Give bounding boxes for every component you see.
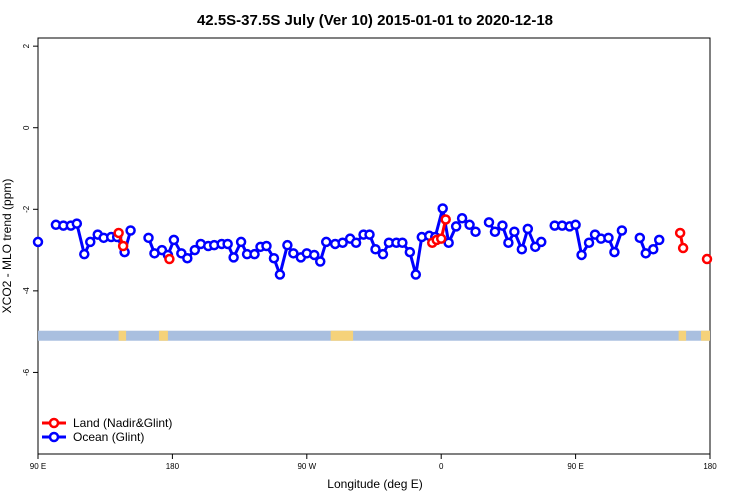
ocean-point <box>653 234 665 246</box>
y-tick-label: 0 <box>22 125 31 130</box>
x-tick-label: 90 W <box>297 462 316 471</box>
x-axis-label: Longitude (deg E) <box>327 477 422 491</box>
land-patch-4 <box>701 330 710 341</box>
ocean-point <box>634 232 646 244</box>
ocean-point <box>437 203 448 214</box>
land-mask-band <box>38 330 710 341</box>
y-tick-label: -6 <box>22 368 31 376</box>
land-point <box>113 227 124 239</box>
legend: Land (Nadir&Glint)Ocean (Glint) <box>42 416 172 444</box>
ocean-point <box>576 249 587 261</box>
ocean-point <box>143 232 154 244</box>
ocean-point <box>337 237 348 248</box>
ocean-point <box>609 246 620 258</box>
ocean-point <box>249 248 260 260</box>
ocean-point <box>32 236 44 248</box>
x-tick-label: 180 <box>703 462 717 471</box>
ocean-point <box>497 220 508 231</box>
ocean-point <box>320 236 332 248</box>
ocean-point <box>404 246 416 258</box>
ocean-point <box>443 237 454 248</box>
legend-marker-ocean <box>48 431 60 443</box>
ocean-band <box>38 330 710 341</box>
ocean-point <box>71 218 83 229</box>
ocean-point <box>464 219 475 231</box>
ocean-point <box>235 236 247 248</box>
land-patch-1 <box>158 330 168 341</box>
ocean-point <box>570 219 581 231</box>
ocean-point <box>516 244 528 255</box>
land-point <box>117 240 129 252</box>
ocean-point <box>79 248 90 260</box>
ocean-point <box>288 248 299 259</box>
ocean-point <box>168 234 180 246</box>
ocean-point <box>268 252 280 264</box>
ocean-point <box>397 237 408 248</box>
ocean-point <box>410 269 422 280</box>
ocean-point <box>85 236 96 248</box>
x-axis: 90 E 180 90 W 0 90 E 180 <box>30 454 717 471</box>
ocean-point <box>274 269 286 280</box>
land-point <box>440 214 451 225</box>
ocean-point <box>648 244 659 255</box>
ocean-point <box>261 240 272 252</box>
ocean-point <box>536 236 547 248</box>
x-tick-label: 90 E <box>567 462 583 471</box>
y-axis: 2 0 -2 -4 -6 <box>22 43 38 376</box>
ocean-point <box>503 237 514 248</box>
ocean-point <box>456 213 468 224</box>
ocean-point <box>489 226 501 237</box>
x-tick-label: 0 <box>439 462 444 471</box>
land-point <box>677 242 689 254</box>
ocean-point <box>640 248 652 259</box>
ocean-point <box>125 225 136 236</box>
ocean-point <box>470 226 481 237</box>
ocean-point <box>350 237 362 248</box>
land-patch-2 <box>330 330 354 341</box>
ocean-point <box>522 223 534 235</box>
ocean-point <box>182 252 193 264</box>
land-point <box>164 253 175 265</box>
x-tick-label: 180 <box>166 462 180 471</box>
ocean-point <box>509 226 520 237</box>
ocean-point <box>282 239 293 251</box>
ocean-point <box>309 249 320 261</box>
y-axis-label: XCO2 - MLO trend (ppm) <box>0 179 14 314</box>
y-tick-label: -2 <box>22 205 31 213</box>
ocean-point <box>370 244 381 255</box>
ocean-point <box>583 237 595 248</box>
ocean-point <box>450 221 462 232</box>
ocean-point <box>377 248 389 260</box>
ocean-point <box>314 256 326 267</box>
ocean-point <box>483 217 495 228</box>
x-tick-label: 90 E <box>30 462 46 471</box>
legend-label-ocean: Ocean (Glint) <box>73 430 144 444</box>
ocean-point <box>616 225 628 236</box>
land-point <box>435 233 447 244</box>
series-layer <box>32 203 713 280</box>
land-patch-0 <box>118 330 127 341</box>
y-tick-label: -4 <box>22 287 31 295</box>
legend-marker-land <box>48 417 60 429</box>
ocean-point <box>603 232 614 244</box>
ocean-point <box>222 238 233 250</box>
land-point <box>701 253 713 265</box>
legend-label-land: Land (Nadir&Glint) <box>73 416 172 430</box>
y-tick-label: 2 <box>22 43 31 48</box>
ocean-point <box>228 252 239 263</box>
land-point <box>674 227 686 239</box>
ocean-point <box>189 244 201 256</box>
ocean-line <box>334 207 477 276</box>
chart-title: 42.5S-37.5S July (Ver 10) 2015-01-01 to … <box>197 12 553 29</box>
land-patch-3 <box>678 330 687 341</box>
ocean-point <box>364 229 375 240</box>
